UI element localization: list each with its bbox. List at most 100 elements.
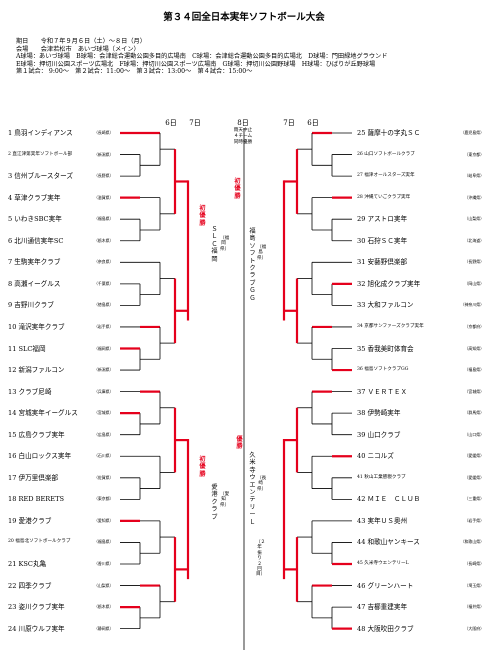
team-name: 22 四季クラブ xyxy=(8,581,52,590)
team-name: 16 白山ロックス実年 xyxy=(8,452,72,461)
info-line-fields-1: A球場：あいづ球場 B球場：会津総合運動公園多目的広場南 C球場：会津総合運動公… xyxy=(16,53,388,60)
team-pref: （宮城県） xyxy=(94,410,114,416)
team-name: 40 ニコルズ xyxy=(357,452,394,461)
team-name: 23 姿川クラブ実年 xyxy=(8,603,65,612)
team-name: 4 草津クラブ実年 xyxy=(8,193,61,202)
team-pref: （岐阜県） xyxy=(464,173,484,179)
day-header-right-r2: 7日 xyxy=(283,119,295,127)
team-name: 30 石狩ＳＣ実年 xyxy=(357,236,408,245)
team-name: 5 いわきSBC実年 xyxy=(8,215,62,224)
team-name: 31 安藝野倶楽部 xyxy=(357,258,408,267)
team-pref: （長崎県） xyxy=(464,561,484,566)
team-name: 44 和歌山ヤンキース xyxy=(357,538,420,547)
team-pref: （福井県） xyxy=(464,604,484,610)
team-name: 14 宮城実年イーグルス xyxy=(8,409,78,418)
team-pref: （福岡県） xyxy=(94,345,114,351)
info-line-date: 期日 令和７年９月６日（土）～８日（月） xyxy=(16,38,146,45)
team-pref: （愛知県） xyxy=(94,517,114,523)
team-name: 42 ＭＩＥ ＣＬＵＢ xyxy=(357,495,421,504)
champion-label-bot-left: 初優勝 xyxy=(199,456,206,478)
rain-cancel-note: 雨天中止 ４チーム 同時優勝 xyxy=(223,128,263,146)
champion-label-top-right: 初優勝 xyxy=(234,178,241,200)
team-pref: （神奈川県） xyxy=(460,302,484,308)
team-pref: （徳島県） xyxy=(94,302,114,308)
team-name: 10 滝沢実年クラブ xyxy=(8,322,65,331)
team-name: 1 鳥羽インディアンス xyxy=(8,129,73,137)
team-pref: （兵庫県） xyxy=(94,388,114,394)
rain-cancel-note-line: ４チーム xyxy=(233,134,253,139)
champion-pref-top-right: （福島県） xyxy=(257,245,267,261)
champion-note-bot-right: （２年振り２回目） xyxy=(256,540,266,578)
champion-pref-bot-right: （長崎県） xyxy=(257,476,267,492)
team-pref: （鹿児島県） xyxy=(460,130,484,135)
team-name: 2 直江津第実年ソフトボール部 xyxy=(8,151,73,157)
team-pref: （佐賀県） xyxy=(94,474,114,480)
team-name: 20 福島北ソフトボールクラブ xyxy=(8,539,71,545)
team-pref: （岡山県） xyxy=(464,280,484,286)
team-name: 21 KSC丸亀 xyxy=(8,560,47,568)
team-pref: （山梨県） xyxy=(94,582,114,588)
team-name: 13 クラブ尼崎 xyxy=(8,387,52,396)
team-pref: （石川県） xyxy=(94,453,114,459)
day-header-left-r1: 6日 xyxy=(165,119,177,127)
team-pref: （群馬県） xyxy=(464,410,484,416)
team-name: 8 高瀬イーグルス xyxy=(8,279,61,288)
team-name: 17 伊万里倶楽部 xyxy=(8,473,59,482)
team-name: 37 ＶＥＲＴＥＸ xyxy=(357,387,408,396)
team-pref: （広島県） xyxy=(94,431,114,437)
team-pref: （香川県） xyxy=(94,561,114,566)
team-pref: （埼玉県） xyxy=(464,582,484,588)
team-name: 6 北川通信実年SC xyxy=(8,236,64,245)
info-line-fields-2: E球場：押切川公園スポーツ広場北 F球場：押切川公園スポーツ広場南 G球場：押切… xyxy=(16,60,376,68)
team-pref: （高知県） xyxy=(464,345,484,351)
team-name: 9 吉野川クラブ xyxy=(8,301,54,310)
team-pref: （宮城県） xyxy=(464,388,484,394)
team-name: 39 山口クラブ xyxy=(357,430,401,439)
team-name: 27 福津オールスターズ実年 xyxy=(357,173,415,179)
team-pref: （大阪府） xyxy=(464,625,484,631)
team-pref: （東京都） xyxy=(94,496,114,502)
team-pref: （岩手県） xyxy=(94,323,114,329)
team-pref: （沖縄県） xyxy=(464,194,484,200)
champion-label-bot-right: 優勝 xyxy=(236,436,243,451)
team-pref: （千葉県） xyxy=(94,280,114,286)
team-name: 24 川原ウルフ実年 xyxy=(8,624,65,633)
team-pref: （長野県） xyxy=(94,173,114,179)
team-name: 48 大阪吹田クラブ xyxy=(357,624,414,633)
team-pref: （三重県） xyxy=(464,496,484,502)
champion-team-top-left: ＳＬＣ福岡 xyxy=(211,226,218,263)
page-title: 第３４回全日本実年ソフトボール大会 xyxy=(163,12,325,23)
team-pref: （福島県） xyxy=(94,539,114,545)
team-name: 26 山口ソフトボールクラブ xyxy=(357,151,415,157)
champion-pref-top-left: （福岡県） xyxy=(220,236,230,252)
team-name: 46 グリーンハート xyxy=(357,581,414,590)
champion-label-top-left: 初優勝 xyxy=(199,205,206,227)
team-name: 12 新潟ファルコン xyxy=(8,366,65,375)
team-pref: （福島県） xyxy=(464,367,484,373)
team-name: 19 愛港クラブ xyxy=(8,516,52,525)
day-header-center: 8日 xyxy=(237,119,249,127)
team-pref: （奈良県） xyxy=(94,259,114,265)
team-name: 18 RED BERETS xyxy=(8,495,64,504)
rain-cancel-note-line: 雨天中止 xyxy=(233,128,253,133)
team-name: 36 福島ソフトクラブGG xyxy=(357,367,409,373)
team-pref: （新潟県） xyxy=(94,151,114,157)
team-pref: （愛媛県） xyxy=(464,474,484,480)
team-pref: （栃木県） xyxy=(94,237,114,243)
team-name: 7 生駒実年クラブ xyxy=(8,258,61,267)
team-name: 38 伊勢崎実年 xyxy=(357,409,401,418)
team-name: 47 吉櫛重建実年 xyxy=(357,603,408,612)
team-name: 25 薩摩十の字丸ＳＣ xyxy=(357,129,421,137)
team-pref: （静岡県） xyxy=(94,625,114,631)
team-name: 32 旭化成クラブ実年 xyxy=(357,279,421,288)
team-name: 29 アストロ実年 xyxy=(357,215,408,224)
team-name: 11 SLC福岡 xyxy=(8,344,46,353)
team-name: 41 秋山工業懇親クラブ xyxy=(357,474,406,480)
champion-team-bot-right: 久米寺ウエンテリーＬ xyxy=(249,452,256,526)
team-pref: （山口県） xyxy=(464,431,484,437)
team-pref: （東京都） xyxy=(464,151,484,157)
rain-cancel-note-line: 同時優勝 xyxy=(233,140,253,145)
info-line-venue: 会場 会津若松市 あいづ球場（メイン） xyxy=(16,45,140,53)
team-pref: （京都府） xyxy=(464,323,484,329)
